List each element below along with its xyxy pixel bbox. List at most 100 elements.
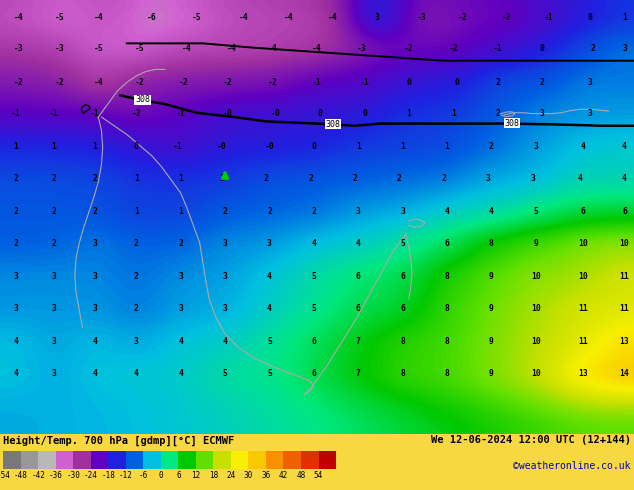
Text: 6: 6 — [444, 239, 450, 248]
Text: 2: 2 — [13, 239, 18, 248]
Text: 2: 2 — [51, 174, 56, 183]
Text: 4: 4 — [622, 174, 627, 183]
Text: 48: 48 — [296, 471, 306, 480]
Bar — [74, 451, 91, 468]
Text: -1: -1 — [493, 44, 503, 53]
Text: 0: 0 — [406, 78, 411, 87]
Text: 10: 10 — [531, 304, 541, 313]
Text: 4: 4 — [223, 337, 228, 346]
Text: -54: -54 — [0, 471, 10, 480]
Text: -4: -4 — [283, 13, 294, 22]
Text: 3: 3 — [51, 272, 56, 281]
Text: 4: 4 — [578, 174, 583, 183]
Text: 5: 5 — [311, 304, 316, 313]
Text: 3: 3 — [223, 272, 228, 281]
Text: -30: -30 — [67, 471, 80, 480]
Text: 9: 9 — [489, 272, 494, 281]
Text: -42: -42 — [31, 471, 45, 480]
Text: 1: 1 — [622, 13, 627, 22]
Text: We 12-06-2024 12:00 UTC (12+144): We 12-06-2024 12:00 UTC (12+144) — [431, 435, 631, 445]
Bar — [178, 451, 196, 468]
Text: 3: 3 — [51, 304, 56, 313]
Text: -3: -3 — [417, 13, 427, 22]
Text: 5: 5 — [223, 369, 228, 378]
Text: 30: 30 — [244, 471, 253, 480]
Bar — [266, 451, 283, 468]
Text: 8: 8 — [400, 337, 405, 346]
Text: 24: 24 — [226, 471, 236, 480]
Text: -2: -2 — [179, 78, 189, 87]
Text: 10: 10 — [531, 272, 541, 281]
Text: 2: 2 — [311, 207, 316, 216]
Text: 10: 10 — [578, 272, 588, 281]
Text: 7: 7 — [356, 369, 361, 378]
Text: 10: 10 — [578, 239, 588, 248]
Text: 10: 10 — [531, 337, 541, 346]
Text: 42: 42 — [279, 471, 288, 480]
Text: -18: -18 — [101, 471, 115, 480]
Text: 8: 8 — [444, 369, 450, 378]
Bar — [283, 451, 301, 468]
Text: 5: 5 — [311, 272, 316, 281]
Text: -0: -0 — [223, 109, 233, 118]
Text: 3: 3 — [587, 78, 592, 87]
Text: -2: -2 — [131, 109, 141, 118]
Text: 6: 6 — [311, 369, 316, 378]
Text: 1: 1 — [134, 207, 139, 216]
Text: 3: 3 — [356, 207, 361, 216]
Text: 7: 7 — [356, 337, 361, 346]
Text: 3: 3 — [530, 174, 535, 183]
Text: -4: -4 — [93, 13, 103, 22]
Text: 3: 3 — [223, 239, 228, 248]
Text: 1: 1 — [451, 109, 456, 118]
Text: -4: -4 — [226, 44, 236, 53]
Text: 3: 3 — [51, 369, 56, 378]
Bar — [301, 451, 318, 468]
Text: -4: -4 — [14, 13, 24, 22]
Text: 2: 2 — [495, 78, 500, 87]
Text: 18: 18 — [209, 471, 218, 480]
Bar — [196, 451, 214, 468]
Text: 4: 4 — [444, 207, 450, 216]
Text: 4: 4 — [311, 239, 316, 248]
Text: 3: 3 — [375, 13, 380, 22]
Text: 4: 4 — [356, 239, 361, 248]
Text: 2: 2 — [495, 109, 500, 118]
Text: 3: 3 — [533, 142, 538, 150]
Text: 308: 308 — [325, 120, 340, 128]
Text: 5: 5 — [267, 369, 272, 378]
Text: 2: 2 — [134, 304, 139, 313]
Bar — [318, 451, 336, 468]
Text: 1: 1 — [51, 142, 56, 150]
Text: -0: -0 — [217, 142, 227, 150]
Text: 3: 3 — [178, 272, 183, 281]
Text: 3: 3 — [93, 272, 98, 281]
Text: 2: 2 — [51, 207, 56, 216]
Text: -6: -6 — [139, 471, 148, 480]
Text: 0: 0 — [311, 142, 316, 150]
Text: -4: -4 — [239, 13, 249, 22]
Text: -4: -4 — [328, 13, 338, 22]
Text: ©weatheronline.co.uk: ©weatheronline.co.uk — [514, 461, 631, 471]
Text: 9: 9 — [489, 304, 494, 313]
Bar — [231, 451, 249, 468]
Text: 9: 9 — [533, 239, 538, 248]
Bar — [214, 451, 231, 468]
Text: 6: 6 — [176, 471, 181, 480]
Text: 2: 2 — [489, 142, 494, 150]
Bar — [143, 451, 161, 468]
Text: -0: -0 — [264, 142, 275, 150]
Text: 2: 2 — [540, 78, 545, 87]
Bar — [91, 451, 108, 468]
Text: 6: 6 — [400, 304, 405, 313]
Text: -0: -0 — [271, 109, 281, 118]
Text: 10: 10 — [619, 239, 630, 248]
Text: 5: 5 — [267, 337, 272, 346]
Text: 2: 2 — [13, 207, 18, 216]
Text: 3: 3 — [622, 44, 627, 53]
Text: -1: -1 — [11, 109, 21, 118]
Text: -4: -4 — [312, 44, 322, 53]
Text: 54: 54 — [314, 471, 323, 480]
Text: 3: 3 — [51, 337, 56, 346]
Text: -2: -2 — [448, 44, 458, 53]
